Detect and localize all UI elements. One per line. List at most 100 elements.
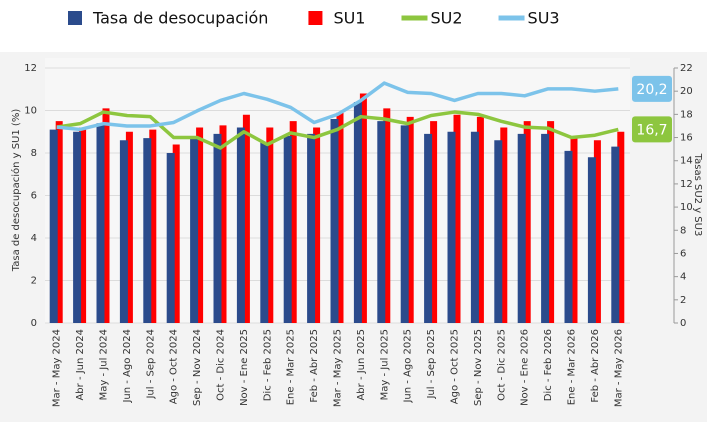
line xyxy=(56,110,619,150)
bar xyxy=(377,121,386,323)
x-tick-label: Mar - May 2025 xyxy=(333,329,344,407)
bar xyxy=(96,123,105,323)
bar xyxy=(587,157,596,323)
y2-tick-label: 20 xyxy=(680,86,693,97)
x-tick-label: Ago - Oct 2024 xyxy=(169,329,180,404)
y2-axis-label: Tasas SU2 y SU3 xyxy=(692,153,703,237)
x-tick-label: Oct - Dic 2024 xyxy=(216,329,227,401)
x-tick-label: May - Jul 2025 xyxy=(379,329,390,400)
bar xyxy=(55,121,63,323)
bar xyxy=(406,116,414,323)
bar xyxy=(424,133,433,323)
y-tick-label: 10 xyxy=(24,106,37,117)
bar xyxy=(190,136,199,323)
legend-label: Tasa de desocupación xyxy=(92,9,268,28)
x-tick-label: May - Jul 2024 xyxy=(99,329,110,400)
x-tick-label: Nov - Ene 2025 xyxy=(239,329,250,406)
y2-tick-label: 0 xyxy=(680,318,686,329)
y-axis-label: Tasa de desocupación y SU1 (%) xyxy=(10,109,22,273)
bar xyxy=(453,114,461,323)
bar xyxy=(196,127,204,323)
y2-tick-label: 6 xyxy=(680,248,686,259)
end-label: 16,7 xyxy=(636,122,667,138)
bar xyxy=(447,131,456,323)
y2-tick-label: 22 xyxy=(680,63,693,74)
bar xyxy=(593,140,601,323)
bar xyxy=(359,93,367,323)
bar xyxy=(570,138,578,323)
bar xyxy=(79,127,87,323)
y-tick-label: 0 xyxy=(31,318,37,329)
bar xyxy=(547,121,555,323)
x-tick-label: Jun - Ago 2024 xyxy=(122,329,133,404)
bar xyxy=(383,108,391,323)
bar xyxy=(330,119,339,323)
y2-tick-label: 2 xyxy=(680,295,686,306)
bar xyxy=(266,127,274,323)
legend-label: SU2 xyxy=(430,9,462,28)
y2-tick-label: 10 xyxy=(680,202,693,213)
y2-tick-label: 12 xyxy=(680,179,693,190)
x-tick-label: Feb - Abr 2026 xyxy=(590,329,601,403)
bar xyxy=(172,144,180,323)
bar xyxy=(517,133,526,323)
bar xyxy=(470,131,479,323)
bar xyxy=(430,121,438,323)
bar xyxy=(102,108,110,323)
line xyxy=(56,81,619,132)
bar xyxy=(523,121,531,323)
bar xyxy=(49,129,58,323)
y-tick-label: 8 xyxy=(31,148,37,159)
bar xyxy=(336,112,344,323)
x-tick-label: Dic - Feb 2026 xyxy=(543,329,554,401)
y-tick-label: 6 xyxy=(31,191,37,202)
end-label-box xyxy=(632,75,672,102)
bar xyxy=(73,131,82,323)
bar xyxy=(307,133,316,323)
x-tick-label: Abr - Jun 2025 xyxy=(356,329,367,401)
bar xyxy=(236,127,245,323)
x-tick-label: Dic - Feb 2025 xyxy=(262,329,273,401)
x-tick-label: Ago - Oct 2025 xyxy=(450,329,461,404)
x-tick-label: Jun - Ago 2025 xyxy=(403,329,414,404)
y-tick-label: 12 xyxy=(24,63,37,74)
bar xyxy=(143,138,152,323)
y2-tick-label: 8 xyxy=(680,225,686,236)
x-tick-label: Nov - Ene 2026 xyxy=(520,329,531,406)
x-tick-label: Mar - May 2026 xyxy=(613,329,624,407)
y2-tick-label: 14 xyxy=(680,156,693,167)
x-tick-label: Sep - Nov 2025 xyxy=(473,329,484,406)
bar xyxy=(313,127,321,323)
x-tick-label: Jul - Sep 2025 xyxy=(426,329,437,400)
end-label: 20,2 xyxy=(636,82,667,98)
x-tick-label: Ene - Mar 2026 xyxy=(567,329,578,405)
bar xyxy=(476,116,484,323)
bar xyxy=(219,125,227,323)
legend-label: SU3 xyxy=(528,9,560,28)
x-tick-label: Jul - Sep 2024 xyxy=(145,329,156,400)
bar xyxy=(494,140,503,323)
bar xyxy=(125,131,133,323)
x-tick-label: Sep - Nov 2024 xyxy=(192,329,203,406)
x-tick-label: Abr - Jun 2024 xyxy=(75,329,86,401)
bar xyxy=(166,153,175,323)
bar xyxy=(149,129,157,323)
legend-swatch xyxy=(68,11,82,25)
legend-swatch xyxy=(308,11,323,25)
bar xyxy=(119,140,128,323)
legend-label: SU1 xyxy=(333,9,365,28)
y2-tick-label: 4 xyxy=(680,272,686,283)
y-tick-label: 4 xyxy=(31,233,37,244)
bar xyxy=(564,150,573,323)
bar xyxy=(213,133,222,323)
x-tick-label: Oct - Dic 2025 xyxy=(496,329,507,401)
bar xyxy=(400,125,409,323)
bar xyxy=(260,142,269,323)
x-tick-label: Mar - May 2024 xyxy=(52,329,63,407)
bar xyxy=(242,114,250,323)
y2-tick-label: 18 xyxy=(680,109,693,120)
x-tick-label: Ene - Mar 2025 xyxy=(286,329,297,405)
bar xyxy=(541,133,550,323)
bar xyxy=(500,127,508,323)
